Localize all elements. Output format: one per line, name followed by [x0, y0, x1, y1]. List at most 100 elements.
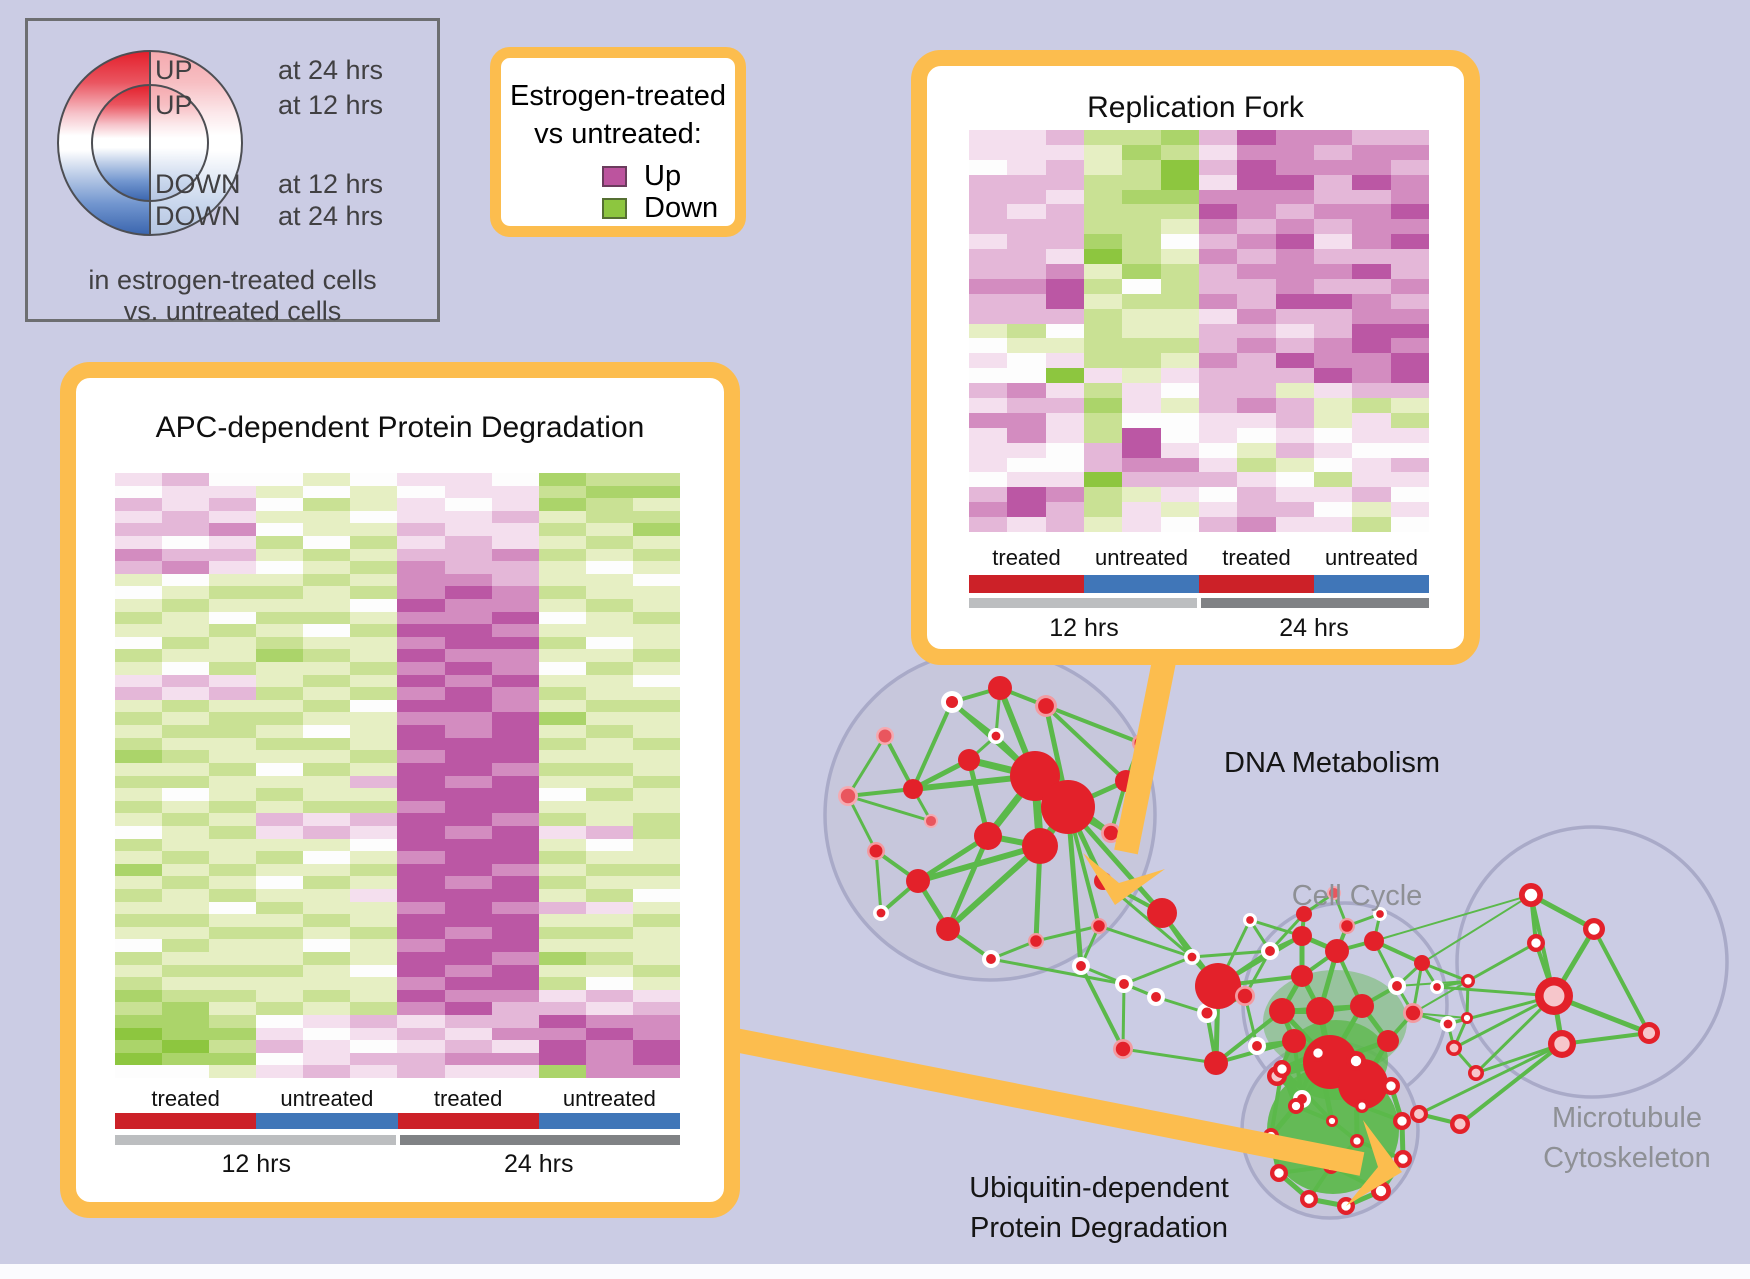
heatmap-cell [397, 813, 445, 826]
gene-node-halo-core [1392, 981, 1402, 991]
heatmap-cell [538, 573, 586, 587]
heatmap-cell [1198, 159, 1238, 175]
heatmap-cell [444, 1002, 492, 1015]
heatmap-cell [491, 750, 539, 763]
heatmap-cell [1390, 264, 1429, 279]
heatmap-cell [162, 851, 210, 864]
heatmap-cell [969, 517, 1008, 532]
network-edge [1373, 894, 1532, 942]
heatmap-cell [632, 964, 680, 978]
heatmap-cell [538, 750, 586, 763]
heatmap-cell [1198, 174, 1238, 190]
heatmap-cell [491, 888, 539, 902]
heatmap-cell [162, 1027, 210, 1041]
heatmap-cell [1160, 383, 1199, 398]
heatmap-cell [491, 662, 539, 675]
heatmap-cell [1083, 338, 1123, 354]
heatmap-cell [397, 561, 445, 574]
heatmap-cell [1083, 368, 1123, 384]
gene-node-solid [1377, 1030, 1399, 1052]
heatmap-cell [1313, 323, 1353, 339]
heatmap-cell [256, 876, 304, 889]
heatmap-cell [115, 813, 163, 826]
heatmap-cell [538, 1065, 586, 1078]
heatmap-cell [969, 442, 1008, 458]
heatmap-cell [1198, 472, 1238, 488]
gene-node-halo-core [1433, 983, 1441, 991]
heatmap-cell [632, 687, 680, 700]
heatmap-cell [1045, 412, 1084, 428]
gene-node-solid [936, 917, 960, 941]
heatmap-cell [1313, 278, 1353, 294]
heatmap-cell [256, 951, 304, 965]
cluster-label-cell-cycle: Cell Cycle [1291, 880, 1423, 912]
heatmap-cell [585, 485, 633, 499]
gene-node-solid [1414, 955, 1430, 971]
ring-legend-dir-2: UP [155, 90, 193, 120]
network-edge [1475, 1042, 1563, 1075]
heatmap-cell [444, 1027, 492, 1041]
heatmap-cell [162, 901, 210, 915]
time-label: 12 hrs [1049, 614, 1119, 642]
heatmap-cell [491, 901, 539, 915]
heatmap-cell [162, 800, 210, 814]
heatmap-cell [585, 662, 633, 675]
heatmap-cell [491, 636, 539, 650]
heatmap-cell [303, 712, 351, 726]
heatmap-cell [444, 901, 492, 915]
gene-node-solid [1010, 751, 1060, 801]
heatmap-cell [444, 725, 492, 738]
heatmap-cell [397, 1027, 445, 1041]
heatmap-cell [303, 674, 351, 688]
heatmap-cell [538, 851, 586, 864]
heatmap-cell [1045, 130, 1084, 145]
heatmap-cell [303, 762, 351, 776]
heatmap-cell [256, 510, 304, 524]
heatmap-cell [491, 863, 539, 877]
heatmap-cell [256, 636, 304, 650]
heatmap-cell [256, 699, 304, 713]
heatmap-cell [350, 561, 398, 574]
heatmap-cell [632, 888, 680, 902]
heatmap-cell [632, 788, 680, 801]
heatmap-cell [303, 876, 351, 889]
heatmap-cell [444, 1052, 492, 1066]
heatmap-cell [1083, 264, 1123, 279]
heatmap-cell [1352, 308, 1391, 324]
heatmap-cell [538, 586, 586, 600]
heatmap-cell [1237, 293, 1276, 309]
heatmap-cell [397, 800, 445, 814]
heatmap-cell [303, 498, 351, 511]
gene-node-solid [1291, 965, 1313, 987]
gene-node-solid [1022, 828, 1058, 864]
gene-node-pink-ring-core [1030, 935, 1042, 947]
heatmap-cell [350, 674, 398, 688]
heatmap-cell [1160, 502, 1199, 518]
condition-bar-treated [115, 1113, 257, 1129]
heatmap-cell [632, 977, 680, 990]
heatmap-cell [444, 699, 492, 713]
heatmap-cell [1045, 159, 1084, 175]
heatmap-cell [491, 762, 539, 776]
heatmap-cell [1390, 159, 1429, 175]
heatmap-cell [256, 762, 304, 776]
heatmap-cell [1122, 353, 1161, 369]
heatmap-cell [444, 800, 492, 814]
network-edge [1561, 1031, 1650, 1046]
gene-node-halo-core [1252, 1041, 1262, 1051]
updown-legend-title-line2: vs untreated: [534, 118, 702, 150]
gene-node-ring-pink-center [1642, 1026, 1656, 1040]
heatmap-cell [350, 687, 398, 700]
heatmap-cell [1122, 398, 1161, 413]
heatmap-cell [585, 951, 633, 965]
heatmap-cell [1007, 368, 1046, 384]
heatmap-cell [303, 1040, 351, 1053]
apc-condition-labels: treated untreated treated untreated [115, 1086, 680, 1112]
heatmap-cell [538, 485, 586, 499]
heatmap-cell [209, 624, 257, 637]
heatmap-cell [969, 383, 1008, 398]
heatmap-cell [1352, 487, 1391, 503]
heatmap-cell [256, 737, 304, 751]
heatmap-cell [491, 939, 539, 952]
heatmap-cell [1352, 234, 1391, 250]
